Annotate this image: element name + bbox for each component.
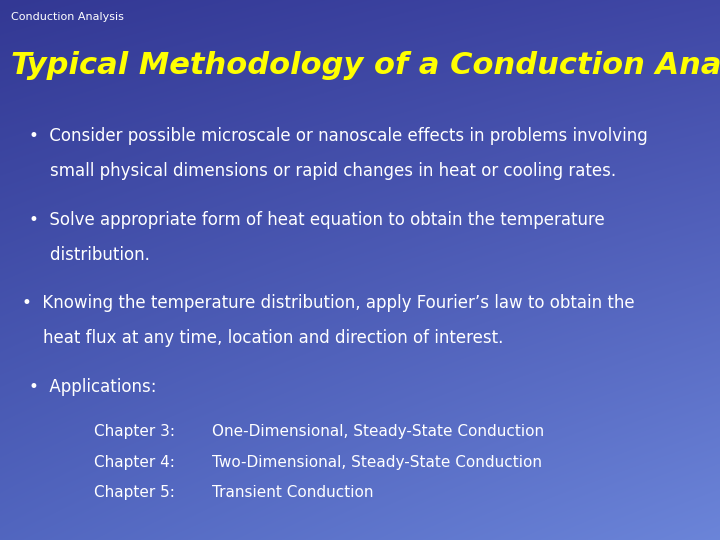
Text: Typical Methodology of a Conduction Analysis: Typical Methodology of a Conduction Anal…: [11, 51, 720, 80]
Text: Two-Dimensional, Steady-State Conduction: Two-Dimensional, Steady-State Conduction: [212, 455, 542, 470]
Text: Conduction Analysis: Conduction Analysis: [11, 12, 124, 22]
Text: •  Consider possible microscale or nanoscale effects in problems involving: • Consider possible microscale or nanosc…: [29, 127, 647, 145]
Text: heat flux at any time, location and direction of interest.: heat flux at any time, location and dire…: [22, 329, 503, 347]
Text: Transient Conduction: Transient Conduction: [212, 485, 374, 501]
Text: Chapter 4:: Chapter 4:: [94, 455, 174, 470]
Text: •  Solve appropriate form of heat equation to obtain the temperature: • Solve appropriate form of heat equatio…: [29, 211, 605, 228]
Text: distribution.: distribution.: [29, 246, 150, 264]
Text: Chapter 3:: Chapter 3:: [94, 424, 175, 439]
Text: small physical dimensions or rapid changes in heat or cooling rates.: small physical dimensions or rapid chang…: [29, 162, 616, 180]
Text: One-Dimensional, Steady-State Conduction: One-Dimensional, Steady-State Conduction: [212, 424, 544, 439]
Text: •  Applications:: • Applications:: [29, 378, 156, 396]
Text: Chapter 5:: Chapter 5:: [94, 485, 174, 501]
Text: •  Knowing the temperature distribution, apply Fourier’s law to obtain the: • Knowing the temperature distribution, …: [22, 294, 634, 312]
